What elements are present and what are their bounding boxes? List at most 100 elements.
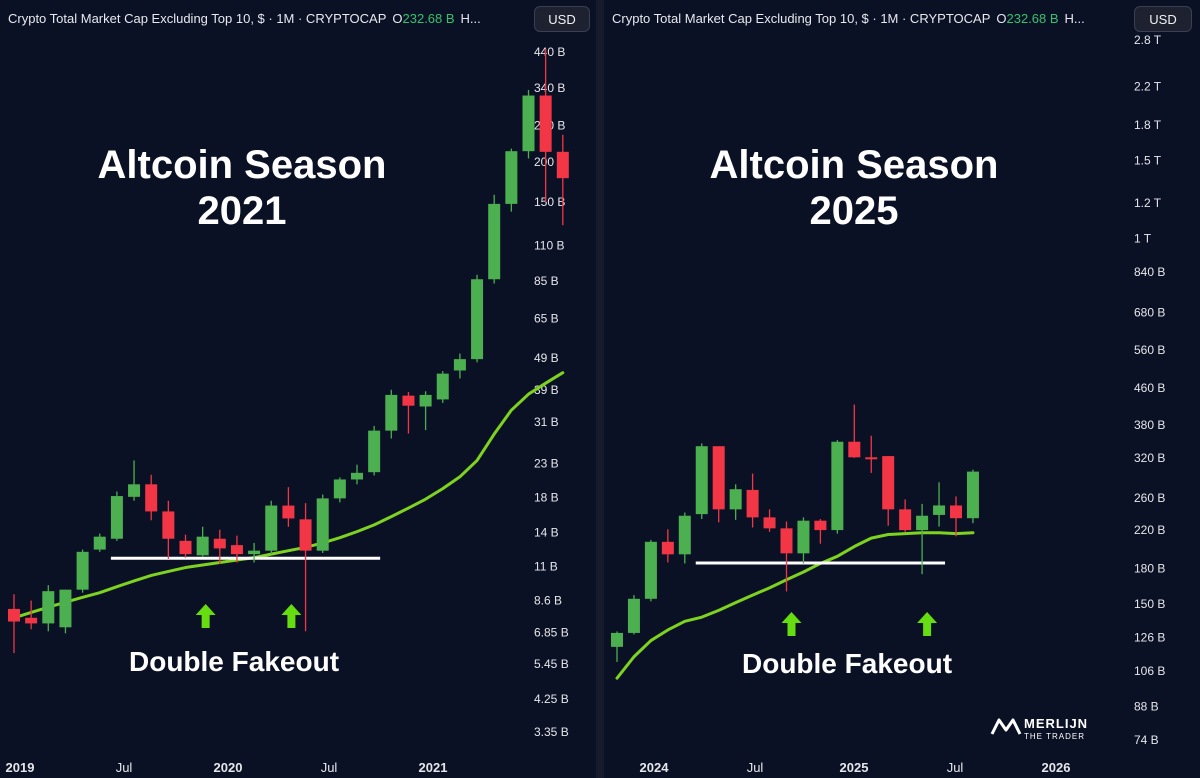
symbol-title[interactable]: Crypto Total Market Cap Excluding Top 10… <box>612 10 991 26</box>
candle-up <box>471 279 484 360</box>
candle-up <box>522 95 535 152</box>
high-label: H... <box>460 10 481 26</box>
candle-up <box>436 373 449 400</box>
y-tick-label: 74 B <box>1134 733 1159 747</box>
candle-up <box>351 472 363 480</box>
y-tick-label: 260 B <box>1134 491 1165 505</box>
y-tick-label: 88 B <box>1134 700 1159 714</box>
candle-up <box>333 479 346 499</box>
up-arrow-icon <box>195 604 216 628</box>
candle-up <box>76 551 89 590</box>
candle-up <box>797 520 810 554</box>
y-tick-label: 1.2 T <box>1134 196 1162 210</box>
open-value: 232.68 B <box>402 10 455 26</box>
logo-subtitle: THE TRADER <box>1024 732 1085 741</box>
x-tick-label: Jul <box>747 760 764 775</box>
candle-up <box>505 151 518 204</box>
title-line-1: Altcoin Season <box>709 143 999 187</box>
candle-down <box>213 538 226 549</box>
candle-down <box>299 519 312 551</box>
candle-up <box>419 394 432 407</box>
y-tick-label: 1.5 T <box>1134 153 1162 167</box>
candle-up <box>644 541 657 599</box>
candle-up <box>248 550 261 555</box>
chart-panel-right: 2.8 T 2.2 T 1.8 T 1.5 T 1.2 T 1 T 840 B 680 B 56… <box>604 0 1200 778</box>
y-tick-label: 11 B <box>534 559 558 573</box>
x-tick-label: 2020 <box>214 760 243 775</box>
y-tick-label: 2.8 T <box>1134 33 1162 47</box>
open-value: 232.68 B <box>1006 10 1059 26</box>
candle-up <box>611 632 623 647</box>
y-tick-label: 680 B <box>1134 306 1165 320</box>
candle-up <box>916 515 929 531</box>
candle-up <box>695 446 708 515</box>
candle-up <box>453 359 466 371</box>
candle-down <box>661 541 674 555</box>
candle-up <box>966 471 979 519</box>
candle-down <box>899 509 912 531</box>
y-tick-label: 220 B <box>1134 523 1165 537</box>
chart-title: Altcoin Season 2025 <box>674 142 1034 234</box>
panel-divider[interactable] <box>596 0 604 778</box>
candle-up <box>110 496 123 539</box>
x-tick-label: 2025 <box>840 760 869 775</box>
y-tick-label: 440 B <box>534 45 565 59</box>
candle-down <box>282 505 295 519</box>
chart-canvas-right: 2.8 T 2.2 T 1.8 T 1.5 T 1.2 T 1 T 840 B 680 B 56… <box>611 33 1165 775</box>
candle-up <box>59 589 72 628</box>
candle-up <box>265 505 278 551</box>
x-tick-label: 2019 <box>6 760 35 775</box>
y-tick-label: 18 B <box>534 491 559 505</box>
symbol-title[interactable]: Crypto Total Market Cap Excluding Top 10… <box>8 10 387 26</box>
y-tick-label: 85 B <box>534 274 559 288</box>
y-tick-label: 5.45 B <box>534 657 569 671</box>
candle-up <box>831 441 844 531</box>
merlijn-logo-icon <box>990 718 1022 735</box>
up-arrow-icon <box>917 612 938 636</box>
x-tick-label: 2024 <box>640 760 670 775</box>
y-tick-label: 110 B <box>534 238 564 252</box>
open-label: O <box>392 10 403 26</box>
candle-down <box>556 151 569 179</box>
y-tick-label: 3.35 B <box>534 725 569 739</box>
candle-down <box>25 617 38 624</box>
y-tick-label: 560 B <box>1134 343 1165 357</box>
y-tick-label: 380 B <box>1134 418 1165 432</box>
up-arrow-shape <box>781 612 802 636</box>
chart-title: Altcoin Season 2021 <box>62 142 422 234</box>
candle-down <box>8 608 20 622</box>
x-tick-label: 2021 <box>419 760 448 775</box>
y-tick-label: 340 B <box>534 81 565 95</box>
y-tick-label: 4.25 B <box>534 692 569 706</box>
title-line-1: Altcoin Season <box>97 143 387 187</box>
currency-button[interactable]: USD <box>534 6 590 32</box>
y-tick-label: 31 B <box>534 415 559 429</box>
y-tick-label: 460 B <box>1134 381 1165 395</box>
candle-up <box>385 394 398 431</box>
y-tick-label: 6.85 B <box>534 625 569 639</box>
y-tick-label: 2.2 T <box>1134 79 1162 93</box>
candle-down <box>865 457 878 460</box>
candle-up <box>368 430 381 473</box>
up-arrow-shape <box>195 604 216 628</box>
up-arrow-icon <box>281 604 302 628</box>
candle-down <box>402 395 415 406</box>
x-tick-label: Jul <box>116 760 133 775</box>
candle-down <box>882 456 895 510</box>
y-tick-label: 106 B <box>1134 664 1165 678</box>
candle-up <box>316 498 329 551</box>
y-tick-label: 8.6 B <box>534 594 562 608</box>
x-tick-label: Jul <box>947 760 964 775</box>
candle-down <box>145 484 158 512</box>
chart-header: Crypto Total Market Cap Excluding Top 10… <box>0 0 596 36</box>
candle-down <box>746 489 759 518</box>
y-tick-label: 1.8 T <box>1134 118 1162 132</box>
x-tick-label: Jul <box>321 760 338 775</box>
currency-button[interactable]: USD <box>1134 6 1192 32</box>
brand-logo: MERLIJN THE TRADER <box>990 714 1087 742</box>
y-tick-label: 840 B <box>1134 265 1165 279</box>
candle-down <box>179 540 192 555</box>
candle-down <box>814 520 827 531</box>
